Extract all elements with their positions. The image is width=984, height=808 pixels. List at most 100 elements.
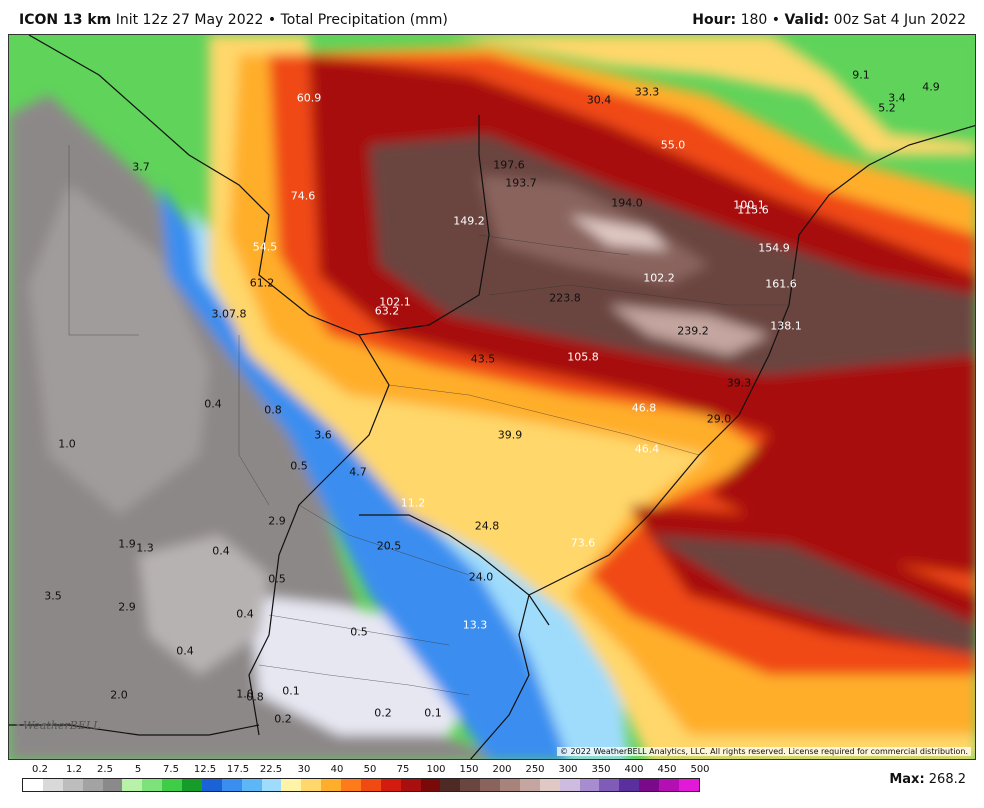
weatherbell-logo-icon (16, 708, 54, 746)
valid-time-info: Hour: 180 • Valid: 00z Sat 4 Jun 2022 (692, 12, 966, 28)
precip-value-label: 5.2 (878, 101, 896, 115)
precip-value-label: 0.4 (212, 544, 230, 558)
precip-value-label: 0.5 (268, 572, 286, 586)
legend-tick-label: 50 (363, 764, 377, 775)
legend-tick-label: 450 (657, 764, 677, 775)
legend-swatch (639, 779, 659, 791)
precip-value-label: 54.5 (252, 240, 278, 254)
state-border-1 (488, 284, 789, 306)
valid-value: 00z Sat 4 Jun 2022 (833, 12, 966, 28)
legend-swatch (62, 779, 83, 791)
border-southwest (9, 724, 260, 736)
precip-value-label: 0.2 (274, 712, 292, 726)
brazil-coast (738, 124, 975, 416)
precip-value-label: 223.8 (549, 291, 581, 305)
weatherbell-logo: WeatherBELL (15, 707, 100, 749)
state-border-2 (478, 234, 630, 256)
legend-swatch (122, 779, 143, 791)
precip-value-label: 2.0 (110, 688, 128, 702)
precip-value-label: 0.2 (374, 706, 392, 720)
precip-value-label: 3.6 (314, 428, 332, 442)
precip-value-label: 3.4 (888, 91, 906, 105)
south-heavy-core (649, 535, 975, 655)
precip-value-label: 46.4 (634, 442, 660, 456)
legend-swatch (321, 779, 341, 791)
color-legend: 0.2 1.2 2.5 5 7.5 12.5 17.5 22.5 30 40 50 75 100 150 2… (22, 764, 710, 804)
precip-value-label: 33.3 (634, 85, 660, 99)
legend-swatch (241, 779, 262, 791)
border-paraguay (28, 35, 490, 336)
legend-swatch (400, 779, 421, 791)
precip-value-label: 1.3 (136, 541, 154, 555)
max-value: Max: 268.2 (889, 772, 966, 787)
border-uruguay (359, 514, 550, 626)
precip-value-label: 0.4 (176, 644, 194, 658)
legend-tick-label: 500 (690, 764, 710, 775)
legend-tick-label: 1.2 (66, 764, 82, 775)
precip-value-label: 161.6 (765, 277, 797, 291)
legend-swatch (519, 779, 540, 791)
plata-coast (469, 594, 530, 759)
precip-value-label: 154.9 (758, 241, 790, 255)
precip-value-label: 100.1 (733, 198, 765, 212)
legend-swatch (678, 779, 699, 791)
legend-tick-label: 150 (459, 764, 479, 775)
precip-value-label: 20.5 (376, 539, 402, 553)
legend-tick-label: 12.5 (193, 764, 217, 775)
precip-value-label: 115.6 (737, 203, 769, 217)
hour-value: 180 (740, 12, 768, 28)
legend-swatch (420, 779, 441, 791)
precip-value-label: 0.8 (264, 403, 282, 417)
precip-value-label: 0.1 (424, 706, 442, 720)
state-borders (68, 145, 789, 696)
precip-value-label: 43.5 (470, 352, 496, 366)
legend-tick-label: 100 (426, 764, 446, 775)
precip-value-label: 0.5 (290, 459, 308, 473)
legend-swatch (440, 779, 461, 791)
brazil-coast-south (528, 414, 740, 596)
precip-value-label: 55.0 (660, 138, 686, 152)
weatherbell-logo-text: WeatherBELL (23, 719, 101, 732)
legend-swatch (341, 779, 361, 791)
state-border-6 (258, 664, 470, 696)
legend-tick-label: 0.2 (32, 764, 48, 775)
legend-swatch (301, 779, 322, 791)
precip-value-label: 73.6 (570, 536, 596, 550)
valid-label: Valid: (784, 12, 830, 28)
init-time: Init 12z 27 May 2022 (115, 12, 264, 28)
legend-swatch (42, 779, 63, 791)
legend-swatch (559, 779, 580, 791)
precip-value-label: 46.8 (631, 401, 657, 415)
precip-value-label: 3.7 (132, 160, 150, 174)
legend-swatch (182, 779, 202, 791)
copyright-notice: © 2022 WeatherBELL Analytics, LLC. All r… (557, 747, 971, 756)
precip-value-label: 4.9 (922, 80, 940, 94)
legend-tick-label: 75 (396, 764, 410, 775)
state-border-8 (238, 335, 270, 506)
hour-label: Hour: (692, 12, 737, 28)
precip-value-label: 11.2 (400, 496, 426, 510)
precip-value-label: 61.2 (249, 276, 275, 290)
precip-value-label: 39.9 (497, 428, 523, 442)
header: ICON 13 km Init 12z 27 May 2022 • Total … (0, 0, 984, 34)
precip-value-label: 39.3 (726, 376, 752, 390)
legend-swatch (142, 779, 163, 791)
max-number: 268.2 (928, 772, 966, 787)
precip-value-label: 9.1 (852, 68, 870, 82)
legend-swatch (500, 779, 520, 791)
legend-swatch (221, 779, 242, 791)
title-bullet-2: • (771, 12, 781, 28)
legend-swatch (579, 779, 600, 791)
precip-value-label: 1.9 (118, 537, 136, 551)
legend-color-bar (22, 778, 700, 792)
legend-tick-label: 17.5 (226, 764, 250, 775)
precip-value-label: 193.7 (505, 176, 537, 190)
precip-value-label: 2.9 (268, 514, 286, 528)
legend-tick-label: 30 (297, 764, 311, 775)
precip-value-label: 29.0 (706, 412, 732, 426)
precip-value-label: 105.8 (567, 350, 599, 364)
legend-tick-label: 200 (492, 764, 512, 775)
legend-tick-label: 2.5 (97, 764, 113, 775)
precip-value-label: 0.1 (282, 684, 300, 698)
legend-swatch (162, 779, 182, 791)
